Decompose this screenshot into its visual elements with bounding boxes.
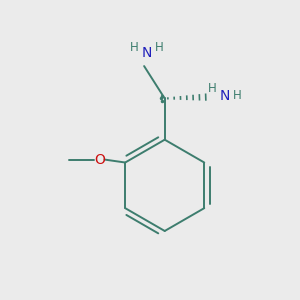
Text: H: H (233, 89, 242, 102)
Text: H: H (130, 41, 139, 54)
Text: N: N (142, 46, 152, 60)
Text: O: O (95, 153, 106, 166)
Text: N: N (220, 88, 230, 103)
Text: H: H (155, 41, 164, 54)
Text: H: H (208, 82, 217, 95)
